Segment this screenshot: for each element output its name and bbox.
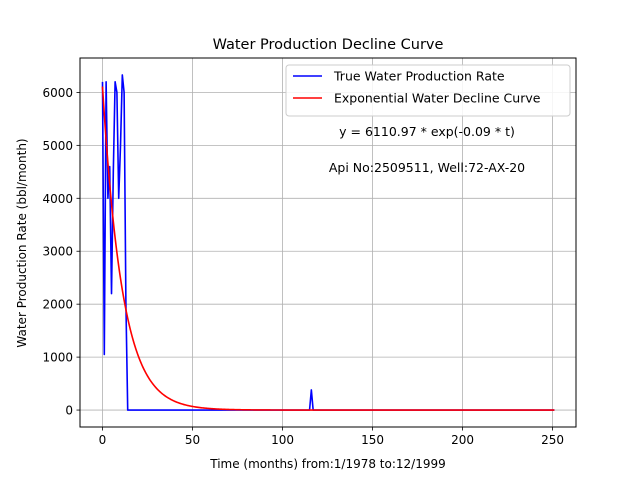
- x-tick-label: 250: [541, 433, 564, 447]
- y-tick-label: 6000: [42, 86, 73, 100]
- legend-label-true-rate: True Water Production Rate: [333, 69, 505, 84]
- x-tick-label: 50: [185, 433, 200, 447]
- x-tick-label: 150: [361, 433, 384, 447]
- y-tick-label: 3000: [42, 245, 73, 259]
- tick-layer: 0 50 100 150 200 250 0 1000 2000 3000 4000 5000 6000: [42, 86, 564, 447]
- y-tick-label: 0: [65, 404, 73, 418]
- y-tick-label: 5000: [42, 139, 73, 153]
- legend-box: [285, 64, 571, 117]
- x-tick-label: 100: [271, 433, 294, 447]
- y-tick-label: 4000: [42, 192, 73, 206]
- x-tick-label: 0: [99, 433, 107, 447]
- grid-lines: [80, 58, 576, 427]
- series-line-true-rate: [101, 74, 555, 411]
- legend: True Water Production Rate Exponential W…: [285, 64, 571, 117]
- series-layer: [101, 74, 555, 411]
- x-axis-label: Time (months) from:1/1978 to:12/1999: [209, 457, 446, 471]
- x-tick-label: 200: [451, 433, 474, 447]
- equation-annotation: y = 6110.97 * exp(-0.09 * t): [339, 124, 515, 139]
- legend-label-decline-curve: Exponential Water Decline Curve: [334, 91, 541, 106]
- well-info-annotation: Api No:2509511, Well:72-AX-20: [329, 160, 525, 175]
- y-axis-label: Water Production Rate (bbl/month): [15, 138, 29, 347]
- plot-frame: [79, 57, 577, 428]
- chart-title: Water Production Decline Curve: [213, 37, 444, 53]
- series-line-decline-curve: [101, 86, 555, 411]
- y-tick-label: 1000: [42, 351, 73, 365]
- y-tick-label: 2000: [42, 298, 73, 312]
